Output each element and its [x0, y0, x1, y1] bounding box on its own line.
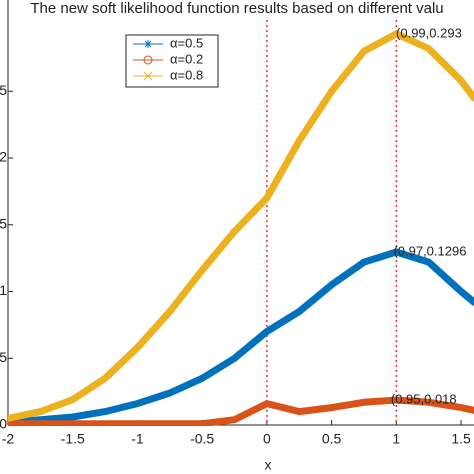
- series-line: [8, 396, 474, 426]
- x-tick-label: 0.5: [322, 431, 342, 447]
- y-tick-label: 0.2: [0, 149, 7, 165]
- x-tick-label: -0.5: [190, 431, 214, 447]
- annotation: (0.95,0.018: [391, 391, 457, 406]
- y-tick-label: 0.1: [0, 282, 7, 298]
- legend-marker: [144, 40, 152, 48]
- x-tick-label: 1.5: [451, 431, 471, 447]
- x-tick-label: 1: [392, 431, 400, 447]
- series-line: [8, 248, 474, 426]
- annotation: (0.99,0.293: [396, 25, 462, 40]
- legend: α=0.5α=0.2α=0.8: [125, 34, 219, 88]
- y-tick-label: 0: [0, 416, 7, 432]
- legend-label: α=0.5: [170, 35, 203, 50]
- legend-label: α=0.2: [170, 51, 203, 66]
- legend-marker: [143, 55, 153, 65]
- plot-area: [8, 20, 474, 426]
- series-line: [8, 30, 474, 422]
- x-tick-label: 0: [263, 431, 271, 447]
- x-tick-label: -1: [131, 431, 144, 447]
- y-tick-label: 0.15: [0, 215, 7, 231]
- annotation: (0.97,0.1296: [393, 243, 466, 258]
- x-tick-label: -1.5: [61, 431, 85, 447]
- chart-title: The new soft likelihood function results…: [30, 0, 443, 17]
- x-axis-label: x: [265, 457, 272, 473]
- y-tick-label: 0.25: [0, 82, 7, 98]
- legend-label: α=0.8: [170, 67, 203, 82]
- legend-marker: [143, 71, 153, 81]
- y-tick-label: 0.05: [0, 349, 7, 365]
- x-tick-label: -2: [2, 431, 15, 447]
